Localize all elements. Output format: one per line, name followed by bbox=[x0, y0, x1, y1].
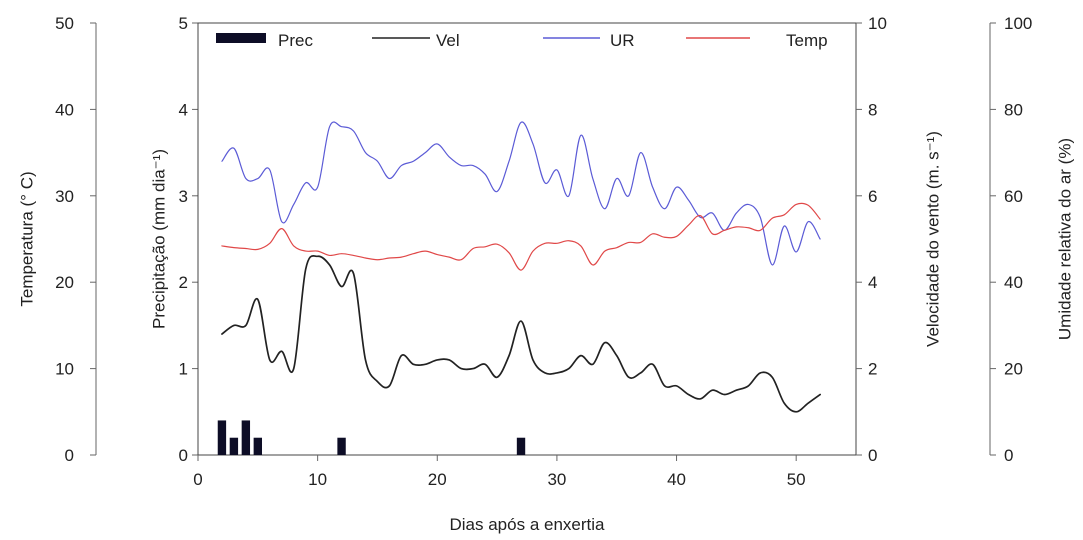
series-line-temp bbox=[221, 202, 821, 271]
legend-label-temp: Temp bbox=[786, 31, 828, 50]
humidity-tick-label: 100 bbox=[1004, 14, 1032, 33]
precipitation-bars bbox=[217, 420, 526, 455]
temperature-tick-label: 20 bbox=[55, 273, 74, 292]
humidity-tick-label: 20 bbox=[1004, 360, 1023, 379]
x-tick-label: 10 bbox=[308, 470, 327, 489]
legend-label-ur: UR bbox=[610, 31, 635, 50]
x-axis-label: Dias após a enxertia bbox=[450, 515, 606, 534]
humidity-axis-label: Umidade relativa do ar (%) bbox=[1055, 138, 1074, 340]
precipitation-bar bbox=[229, 437, 239, 455]
wind-axis-label: Velocidade do vento (m. s⁻¹) bbox=[923, 131, 942, 347]
wind-tick-label: 0 bbox=[868, 446, 877, 465]
precipitation-bar bbox=[217, 420, 227, 455]
temperature-tick-label: 40 bbox=[55, 100, 74, 119]
legend: Prec Vel UR Temp bbox=[216, 31, 828, 50]
x-axis: 0 10 20 30 40 50 Dias após a enxertia bbox=[193, 455, 806, 534]
temperature-axis-label: Temperatura (° C) bbox=[17, 171, 36, 306]
wind-tick-label: 6 bbox=[868, 187, 877, 206]
series-lines bbox=[221, 121, 821, 413]
x-tick-label: 50 bbox=[787, 470, 806, 489]
wind-axis: 0 2 4 6 8 10 Velocidade do vento (m. s⁻¹) bbox=[856, 14, 942, 465]
x-tick-label: 20 bbox=[428, 470, 447, 489]
humidity-tick-label: 80 bbox=[1004, 100, 1023, 119]
wind-tick-label: 10 bbox=[868, 14, 887, 33]
precipitation-tick-label: 3 bbox=[179, 187, 188, 206]
humidity-tick-label: 60 bbox=[1004, 187, 1023, 206]
legend-label-vel: Vel bbox=[436, 31, 460, 50]
temperature-tick-label: 0 bbox=[65, 446, 74, 465]
precipitation-bar bbox=[337, 437, 346, 455]
humidity-tick-label: 40 bbox=[1004, 273, 1023, 292]
x-tick-label: 40 bbox=[667, 470, 686, 489]
precipitation-axis-label: Precipitação (mm dia⁻¹) bbox=[149, 149, 168, 329]
temperature-tick-label: 30 bbox=[55, 187, 74, 206]
precipitation-bar bbox=[516, 437, 526, 455]
precipitation-tick-label: 2 bbox=[179, 273, 188, 292]
humidity-axis: 0 20 40 60 80 100 Umidade relativa do ar (%) bbox=[989, 14, 1074, 465]
plot-area bbox=[197, 22, 857, 456]
x-tick-label: 30 bbox=[547, 470, 566, 489]
x-tick-label: 0 bbox=[193, 470, 202, 489]
legend-label-prec: Prec bbox=[278, 31, 313, 50]
precipitation-tick-label: 1 bbox=[179, 360, 188, 379]
wind-tick-label: 4 bbox=[868, 273, 877, 292]
legend-swatch-prec bbox=[216, 33, 266, 43]
series-line-vel bbox=[221, 254, 821, 413]
temperature-tick-label: 50 bbox=[55, 14, 74, 33]
precipitation-tick-label: 0 bbox=[179, 446, 188, 465]
precipitation-tick-label: 4 bbox=[179, 100, 188, 119]
wind-tick-label: 8 bbox=[868, 100, 877, 119]
precipitation-bar bbox=[253, 437, 263, 455]
precipitation-axis: 0 1 2 3 4 5 Precipitação (mm dia⁻¹) bbox=[149, 14, 198, 465]
series-line-ur bbox=[221, 121, 821, 266]
humidity-tick-label: 0 bbox=[1004, 446, 1013, 465]
precipitation-tick-label: 5 bbox=[179, 14, 188, 33]
precipitation-bar bbox=[241, 420, 251, 455]
wind-tick-label: 2 bbox=[868, 360, 877, 379]
temperature-axis: 0 10 20 30 40 50 Temperatura (° C) bbox=[17, 14, 97, 465]
temperature-tick-label: 10 bbox=[55, 360, 74, 379]
